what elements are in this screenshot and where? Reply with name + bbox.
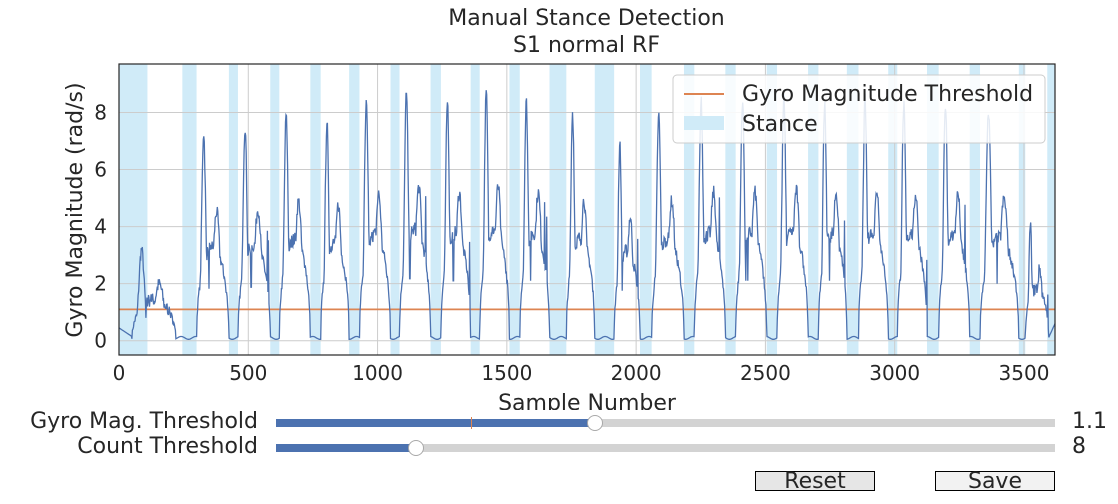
stance-band <box>549 64 567 355</box>
stance-band <box>310 64 321 355</box>
stance-band <box>725 64 736 355</box>
gyro-threshold-fill <box>276 419 596 427</box>
x-tick-label: 1500 <box>481 361 532 385</box>
y-tick-label: 0 <box>94 329 107 353</box>
count-threshold-fill <box>276 444 417 452</box>
stance-band <box>969 64 981 355</box>
y-axis-label: Gyro Magnitude (rad/s) <box>63 82 88 337</box>
count-threshold-value: 8 <box>1072 434 1086 459</box>
gyro-plot: 0 500 1000 1500 2000 2500 3000 3500 0 2 4 6 8 Sampl… <box>63 63 1056 410</box>
legend-stance-swatch <box>684 116 724 130</box>
figure-subtitle: S1 normal RF <box>513 33 660 58</box>
x-tick-label: 1000 <box>352 361 403 385</box>
gyro-threshold-initial-marker <box>470 417 472 429</box>
stance-band <box>228 64 238 355</box>
x-tick-label: 0 <box>113 361 126 385</box>
gyro-threshold-handle[interactable] <box>587 415 604 431</box>
y-tick-labels: 0 2 4 6 8 <box>94 101 107 353</box>
gyro-series <box>118 90 1056 340</box>
stance-band <box>349 64 360 355</box>
stance-band <box>808 64 819 355</box>
stance-bands <box>119 64 1055 355</box>
x-tick-labels: 0 500 1000 1500 2000 2500 3000 3500 <box>113 361 1050 385</box>
plot-frame <box>118 63 1056 356</box>
stance-band <box>594 64 615 355</box>
gyro-threshold-label: Gyro Mag. Threshold <box>30 409 258 434</box>
save-button[interactable]: Save <box>935 471 1055 493</box>
y-tick-label: 6 <box>94 158 107 182</box>
count-threshold-handle[interactable] <box>408 440 425 456</box>
x-tick-label: 3000 <box>869 361 920 385</box>
gyro-threshold-value: 1.1 <box>1072 409 1107 434</box>
stance-band <box>1047 64 1055 355</box>
stance-band <box>846 64 859 355</box>
count-threshold-slider[interactable] <box>276 440 1055 456</box>
stance-band <box>888 64 898 355</box>
figure-title: Manual Stance Detection <box>448 6 725 31</box>
stance-band <box>640 64 652 355</box>
y-tick-label: 2 <box>94 272 107 296</box>
gyro-magnitude-line <box>118 90 1056 340</box>
y-tick-label: 4 <box>94 215 107 239</box>
stance-band <box>430 64 441 355</box>
stance-band <box>182 64 197 355</box>
legend-threshold-label: Gyro Magnitude Threshold <box>742 82 1033 107</box>
stance-band <box>390 64 400 355</box>
gyro-threshold-slider-row: Gyro Mag. Threshold 1.1 <box>0 409 1118 435</box>
legend-stance-label: Stance <box>742 112 818 137</box>
legend-box <box>672 74 1046 144</box>
stance-band <box>470 64 480 355</box>
gyro-threshold-slider[interactable] <box>276 415 1055 431</box>
count-threshold-slider-row: Count Threshold 8 <box>0 434 1118 460</box>
x-tick-label: 2000 <box>611 361 662 385</box>
x-tick-label: 2500 <box>740 361 791 385</box>
x-tick-label: 3500 <box>999 361 1050 385</box>
reset-button[interactable]: Reset <box>755 471 875 493</box>
legend: Gyro Magnitude Threshold Stance <box>672 74 1046 144</box>
stance-band <box>683 64 695 355</box>
stance-band <box>509 64 520 355</box>
y-tick-label: 8 <box>94 101 107 125</box>
x-axis-label: Sample Number <box>498 391 677 410</box>
stance-band <box>927 64 939 355</box>
stance-band <box>119 64 148 355</box>
stance-band <box>270 64 280 355</box>
stance-band <box>1018 64 1026 355</box>
stance-band <box>766 64 778 355</box>
count-threshold-label: Count Threshold <box>77 434 258 459</box>
x-tick-label: 500 <box>229 361 267 385</box>
